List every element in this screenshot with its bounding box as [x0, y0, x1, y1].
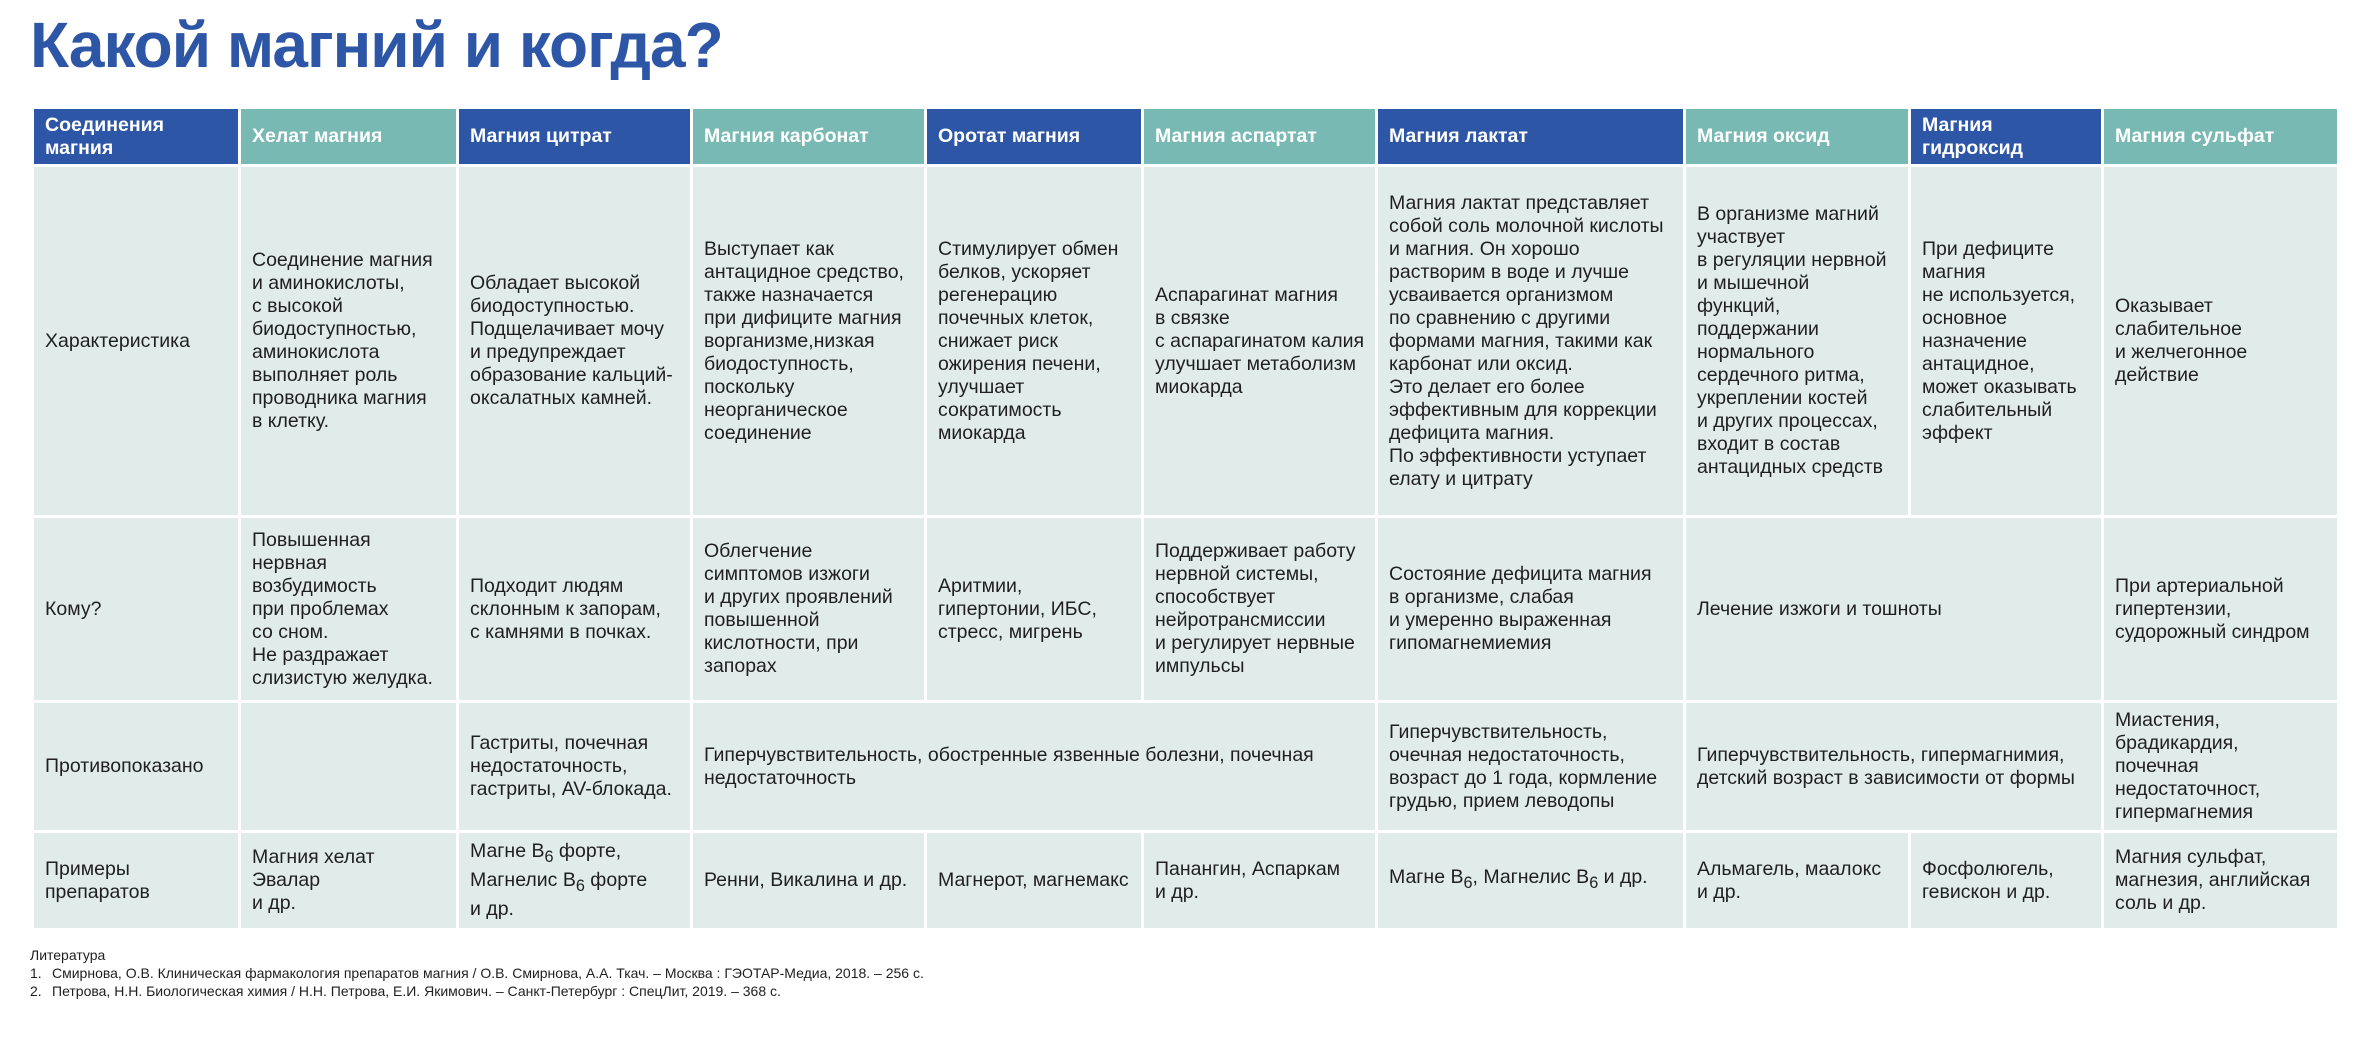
header-aspartate: Магния аспартат	[1141, 106, 1378, 167]
literature-item-text: Смирнова, О.В. Клиническая фармакология …	[52, 965, 924, 981]
cell-chelate-characteristic: Соединение магния и аминокислоты, с высо…	[238, 164, 459, 518]
literature-heading: Литература	[30, 947, 106, 963]
table-row-characteristic: Характеристика Соединение магния и амино…	[31, 164, 2340, 518]
cell-lactate-whom: Состояние дефицита магния в организме, с…	[1375, 515, 1686, 703]
cell-citrate-examples: Магне B6 форте, Магнелис B6 форте и др.	[456, 830, 693, 931]
lactate-example-text-2: , Магнелис B	[1472, 866, 1590, 889]
literature-item: 1. Смирнова, О.В. Клиническая фармакологи…	[30, 964, 924, 982]
cell-chelate-examples: Магния хелат Эвалар и др.	[238, 830, 459, 931]
cell-sulfate-whom: При артериальной гипертензии, судорожный…	[2101, 515, 2340, 703]
cell-citrate-contraindications: Гастриты, почечная недостаточность, гаст…	[456, 700, 693, 833]
header-chelate: Хелат магния	[238, 106, 459, 167]
cell-lactate-examples: Магне B6, Магнелис B6 и др.	[1375, 830, 1686, 931]
cell-sulfate-characteristic: Оказывает слабительное и желчегонное дей…	[2101, 164, 2340, 518]
cell-oxide-hydroxide-contraindications: Гиперчувствительность, гипермагнимия, де…	[1683, 700, 2104, 833]
header-oxide: Магния оксид	[1683, 106, 1911, 167]
cell-aspartate-examples: Панангин, Аспаркам и др.	[1141, 830, 1378, 931]
cell-citrate-characteristic: Обладает высокой биодоступностью. Подщел…	[456, 164, 693, 518]
header-citrate: Магния цитрат	[456, 106, 693, 167]
header-sulfate: Магния сульфат	[2101, 106, 2340, 167]
literature-item-number: 2.	[30, 983, 42, 999]
citrate-example-text-3: форте и др.	[470, 869, 648, 920]
row-label-contraindications: Противопоказано	[31, 700, 241, 833]
cell-hydroxide-examples: Фосфолюгель, гевискон и др.	[1908, 830, 2104, 931]
cell-oxide-examples: Альмагель, маалокс и др.	[1683, 830, 1911, 931]
cell-carbonate-whom: Облегчение симптомов изжоги и других про…	[690, 515, 927, 703]
row-label-characteristic: Характеристика	[31, 164, 241, 518]
cell-aspartate-whom: Поддерживает работу нервной системы, спо…	[1141, 515, 1378, 703]
cell-aspartate-characteristic: Аспарагинат магния в связке с аспарагина…	[1141, 164, 1378, 518]
cell-carbonate-characteristic: Выступает как антацидное средство, также…	[690, 164, 927, 518]
table-row-examples: Примеры препаратов Магния хелат Эвалар и…	[31, 830, 2340, 931]
literature-item: 2. Петрова, Н.Н. Биологическая химия / Н.…	[30, 982, 924, 1000]
header-orotate: Оротат магния	[924, 106, 1144, 167]
cell-citrate-whom: Подходит людям склонным к запорам, с кам…	[456, 515, 693, 703]
header-hydroxide: Магния гидроксид	[1908, 106, 2104, 167]
table-row-whom: Кому? Повышенная нервная возбудимость пр…	[31, 515, 2340, 703]
lactate-example-text-1: Магне B	[1389, 866, 1464, 889]
cell-carbonate-examples: Ренни, Викалина и др.	[690, 830, 927, 931]
cell-lactate-characteristic: Магния лактат представляет собой соль мо…	[1375, 164, 1686, 518]
citrate-example-subscript-2: 6	[575, 876, 585, 895]
header-carbonate: Магния карбонат	[690, 106, 927, 167]
lactate-example-text-3: и др.	[1598, 866, 1648, 889]
cell-hydroxide-characteristic: При дефиците магния не используется, осн…	[1908, 164, 2104, 518]
table-row-contraindications: Противопоказано Гастриты, почечная недос…	[31, 700, 2340, 833]
lactate-example-subscript-1: 6	[1463, 873, 1473, 892]
cell-orotate-examples: Магнерот, магнемакс	[924, 830, 1144, 931]
cell-sulfate-contraindications: Миастения, брадикардия, почечная недоста…	[2101, 700, 2340, 833]
literature-item-number: 1.	[30, 965, 42, 981]
lactate-example-subscript-2: 6	[1589, 873, 1599, 892]
citrate-example-text-2: форте, Магнелис B	[470, 840, 622, 891]
row-label-examples: Примеры препаратов	[31, 830, 241, 931]
cell-sulfate-examples: Магния сульфат, магнезия, английская сол…	[2101, 830, 2340, 931]
citrate-example-subscript-1: 6	[544, 848, 554, 866]
cell-carbonate-aspartate-contraindications: Гиперчувствительность, обостренные язвен…	[690, 700, 1378, 833]
cell-oxide-characteristic: В организме магний участвует в регуляции…	[1683, 164, 1911, 518]
literature-item-text: Петрова, Н.Н. Биологическая химия / Н.Н.…	[52, 983, 781, 999]
literature-section: Литература 1. Смирнова, О.В. Клиническая …	[30, 946, 924, 1000]
citrate-example-text-1: Магне B	[470, 840, 545, 863]
header-compounds: Соединения магния	[31, 106, 241, 167]
cell-orotate-characteristic: Стимулирует обмен белков, ускоряет реген…	[924, 164, 1144, 518]
magnesium-comparison-table: Соединения магния Хелат магния Магния ци…	[31, 106, 2340, 931]
row-label-whom: Кому?	[31, 515, 241, 703]
table-header-row: Соединения магния Хелат магния Магния ци…	[31, 106, 2340, 167]
cell-chelate-whom: Повышенная нервная возбудимость при проб…	[238, 515, 459, 703]
header-lactate: Магния лактат	[1375, 106, 1686, 167]
cell-oxide-hydroxide-whom: Лечение изжоги и тошноты	[1683, 515, 2104, 703]
cell-chelate-contraindications	[238, 700, 459, 833]
cell-orotate-whom: Аритмии, гипертонии, ИБС, стресс, мигрен…	[924, 515, 1144, 703]
cell-lactate-contraindications: Гиперчувствительность, очечная недостато…	[1375, 700, 1686, 833]
page-title: Какой магний и когда?	[30, 9, 724, 81]
